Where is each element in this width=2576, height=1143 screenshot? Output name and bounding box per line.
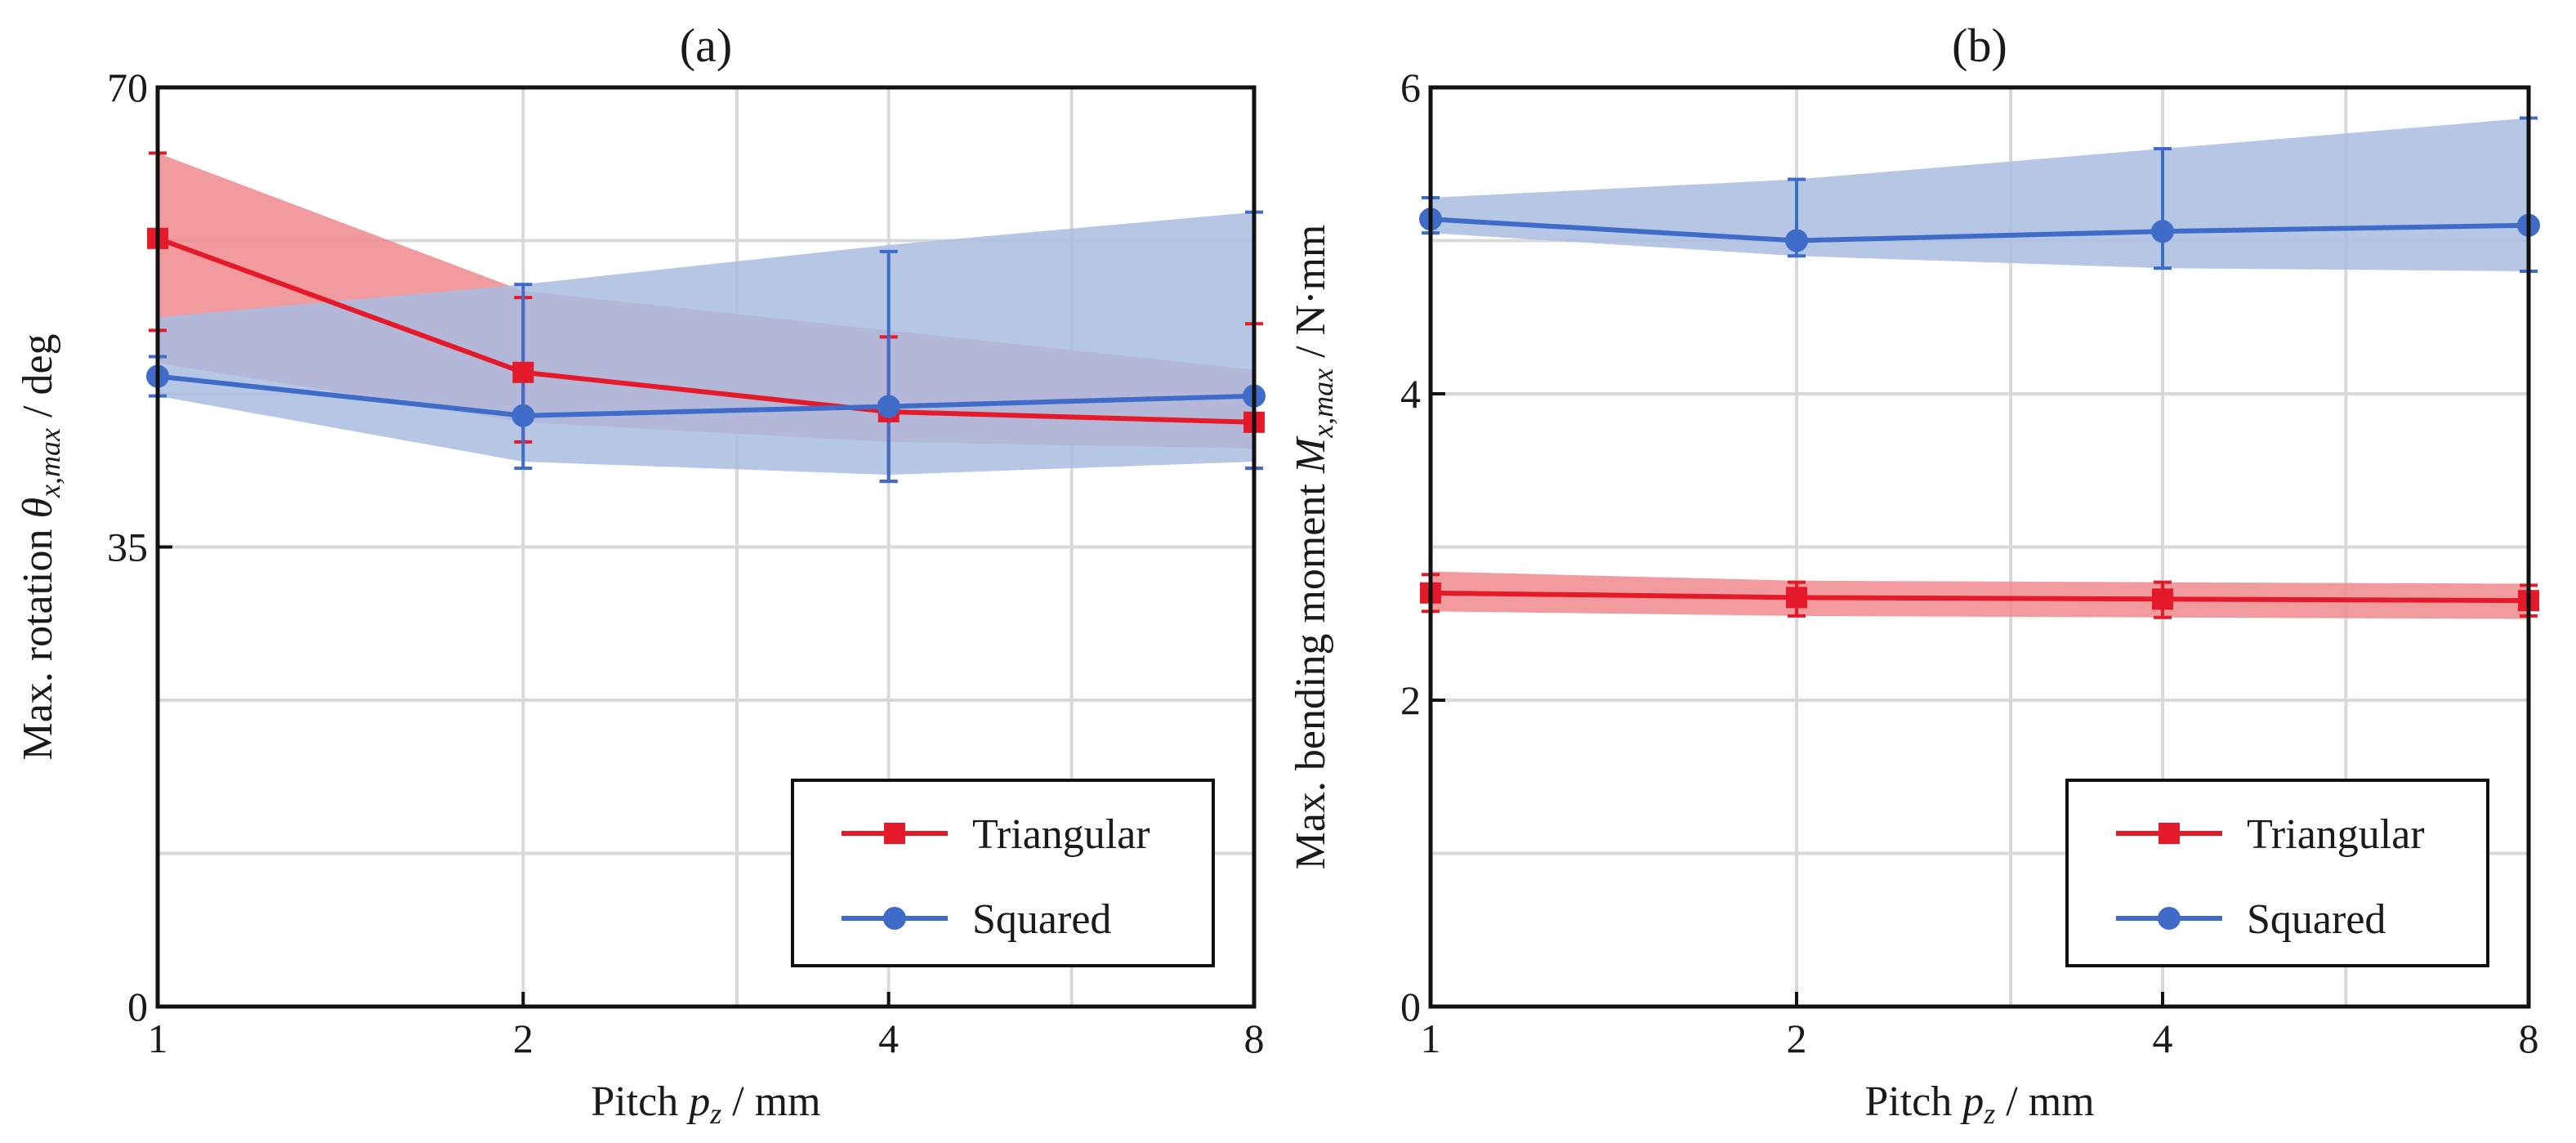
legend-box-b — [2065, 779, 2489, 967]
legend-entry-triangular: Triangular — [842, 811, 1150, 858]
x-axis-unit: / mm — [1995, 1078, 2094, 1125]
x-tick-label: 4 — [2153, 1016, 2173, 1061]
legend-box-a — [791, 779, 1215, 967]
x-axis-symbol: p — [685, 1078, 710, 1125]
ticks-a: 1 2 4 8 0 35 70 — [107, 65, 1265, 1061]
legend-entry-triangular: Triangular — [2116, 811, 2425, 858]
legend-marker-shape — [2159, 823, 2180, 844]
y-axis-label-b: Max. bending moment Mx,max / N·mm — [1288, 225, 1339, 870]
x-axis-subscript: z — [709, 1097, 721, 1130]
x-axis-label-text: Pitch — [1864, 1078, 1962, 1125]
legend-marker-triangular — [884, 823, 905, 844]
legend-marker-shape — [2158, 907, 2181, 930]
data-point-triangular — [1786, 587, 1807, 609]
series-line-triangular — [1430, 590, 2529, 604]
x-tick-label: 2 — [1787, 1016, 1807, 1061]
legend-marker-squared — [883, 907, 906, 930]
x-axis-unit: / mm — [721, 1078, 820, 1125]
band-squared — [1431, 118, 2529, 271]
lines-b — [1430, 217, 2529, 604]
series-line-triangular — [156, 236, 1255, 425]
legend-marker-triangular — [2159, 823, 2180, 844]
y-axis-unit: / deg — [15, 333, 61, 428]
data-point-squared — [1785, 229, 1808, 252]
data-point-squared — [877, 395, 900, 418]
y-tick-label: 0 — [1400, 984, 1421, 1029]
legend-marker-shape — [884, 823, 905, 844]
y-axis-label-text: Max. rotation — [15, 518, 61, 760]
bands-a — [158, 153, 1254, 476]
y-axis-label-text: Max. bending moment — [1288, 473, 1334, 869]
band-squared — [158, 212, 1254, 476]
x-tick-label: 2 — [513, 1016, 534, 1061]
y-tick-label: 2 — [1400, 677, 1421, 723]
y-axis-symbol: θ — [15, 498, 61, 519]
legend-marker-squared — [2158, 907, 2181, 930]
y-tick-label: 6 — [1400, 65, 1421, 110]
x-tick-label: 1 — [148, 1016, 168, 1061]
legend-marker-shape — [883, 907, 906, 930]
legend-entry-squared: Squared — [2116, 896, 2386, 943]
y-axis-unit: / N·mm — [1288, 225, 1334, 368]
x-tick-label: 1 — [1421, 1016, 1441, 1061]
series-line-squared — [1430, 217, 2529, 243]
y-axis-symbol: M — [1288, 435, 1334, 474]
legend-label-squared: Squared — [972, 896, 1111, 943]
bands-b — [1431, 118, 2529, 619]
x-axis-label-a: Pitch pz / mm — [591, 1078, 820, 1130]
x-tick-label: 4 — [878, 1016, 899, 1061]
y-axis-subscript: x,max — [33, 428, 66, 498]
x-axis-symbol: p — [1959, 1078, 1984, 1125]
y-tick-label: 0 — [127, 984, 148, 1029]
data-point-triangular — [2152, 588, 2173, 610]
x-axis-label-b: Pitch pz / mm — [1864, 1078, 2094, 1130]
band-triangular — [1431, 571, 2529, 619]
data-point-squared — [511, 404, 535, 427]
legend-entry-squared: Squared — [842, 896, 1111, 943]
y-axis-subscript: x,max — [1306, 368, 1339, 439]
legend-label-triangular: Triangular — [2247, 811, 2425, 858]
panel-label-b: (b) — [1952, 19, 2007, 72]
lines-a — [156, 236, 1255, 425]
legend-label-squared: Squared — [2247, 896, 2386, 943]
plot-frame-b — [1428, 85, 2531, 1009]
x-tick-label: 8 — [1244, 1016, 1265, 1061]
panel-b: 1 2 4 8 0 2 4 6 (b) Max. bending moment Mx,max … — [1288, 19, 2540, 1130]
panel-label-a: (a) — [680, 19, 732, 72]
data-point-triangular — [512, 361, 534, 383]
x-tick-label: 8 — [2519, 1016, 2539, 1061]
legend-b: Triangular Squared — [2065, 779, 2489, 967]
y-tick-label: 4 — [1400, 371, 1421, 417]
series-line-squared — [157, 373, 1255, 418]
data-point-squared — [2151, 220, 2174, 243]
x-axis-subscript: z — [1983, 1097, 1995, 1130]
y-tick-label: 70 — [107, 65, 148, 110]
legend-label-triangular: Triangular — [972, 811, 1150, 858]
x-axis-label-text: Pitch — [591, 1078, 689, 1125]
markers-b — [1419, 208, 2540, 612]
ticks-b: 1 2 4 8 0 2 4 6 — [1400, 65, 2539, 1061]
y-axis-label-a: Max. rotation θx,max / deg — [15, 333, 66, 760]
panel-a: 1 2 4 8 0 35 70 (a) Max. rotation θx,max / deg… — [15, 19, 1266, 1130]
y-tick-label: 35 — [107, 525, 148, 570]
legend-a: Triangular Squared — [791, 779, 1215, 967]
